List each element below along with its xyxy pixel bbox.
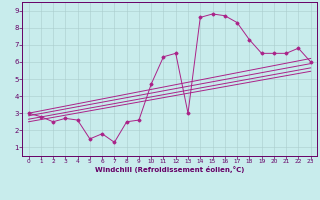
X-axis label: Windchill (Refroidissement éolien,°C): Windchill (Refroidissement éolien,°C) <box>95 166 244 173</box>
